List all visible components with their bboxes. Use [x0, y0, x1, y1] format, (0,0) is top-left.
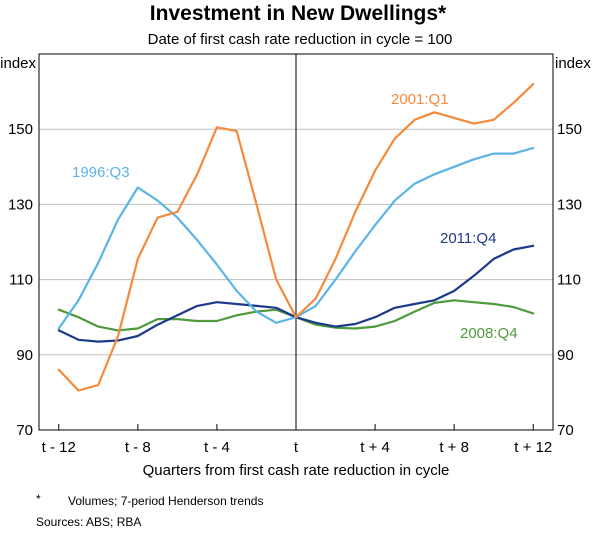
x-tick-label: t + 4 — [360, 439, 390, 456]
y-axis-left: 70 90 110 130 150 — [8, 121, 33, 439]
chart-subtitle: Date of first cash rate reduction in cyc… — [148, 31, 453, 48]
y-tick-label-right: 130 — [557, 196, 582, 213]
series-layer — [57, 82, 535, 392]
x-tick-label: t - 8 — [125, 439, 151, 456]
x-tick-label: t + 8 — [439, 439, 469, 456]
x-tick-label: t — [294, 439, 299, 456]
label-1996q3: 1996:Q3 — [72, 164, 130, 181]
sources: Sources: ABS; RBA — [36, 515, 141, 529]
y-tick-label-left: 110 — [9, 272, 33, 289]
y-tick-label-left: 70 — [16, 422, 33, 439]
label-2001q1: 2001:Q1 — [391, 91, 449, 108]
series-line-2001q1 — [57, 82, 535, 392]
x-axis-label: Quarters from first cash rate reduction … — [143, 462, 450, 479]
y-tick-label-left: 130 — [8, 196, 33, 213]
y-unit-right: index — [555, 55, 591, 72]
y-tick-label-right: 90 — [557, 347, 574, 364]
y-tick-label-right: 150 — [557, 121, 582, 138]
x-tick-label: t - 4 — [204, 439, 230, 456]
x-axis: t - 12 t - 8 t - 4 t t + 4 t + 8 t + 12 — [42, 424, 552, 456]
y-tick-label-left: 150 — [8, 121, 33, 138]
y-tick-label-right: 70 — [557, 422, 574, 439]
y-tick-label-left: 90 — [16, 347, 33, 364]
x-tick-label: t + 12 — [514, 439, 552, 456]
y-tick-label-right: 110 — [557, 272, 581, 289]
footnote: Volumes; 7-period Henderson trends — [68, 494, 263, 508]
y-unit-left: index — [0, 55, 36, 72]
label-2008q4: 2008:Q4 — [460, 325, 518, 342]
y-axis-right: 70 90 110 130 150 — [557, 121, 582, 439]
x-tick-label: t - 12 — [42, 439, 76, 456]
footnote-marker: * — [36, 492, 41, 506]
chart-title: Investment in New Dwellings* — [150, 2, 447, 25]
label-2011q4: 2011:Q4 — [440, 230, 496, 247]
